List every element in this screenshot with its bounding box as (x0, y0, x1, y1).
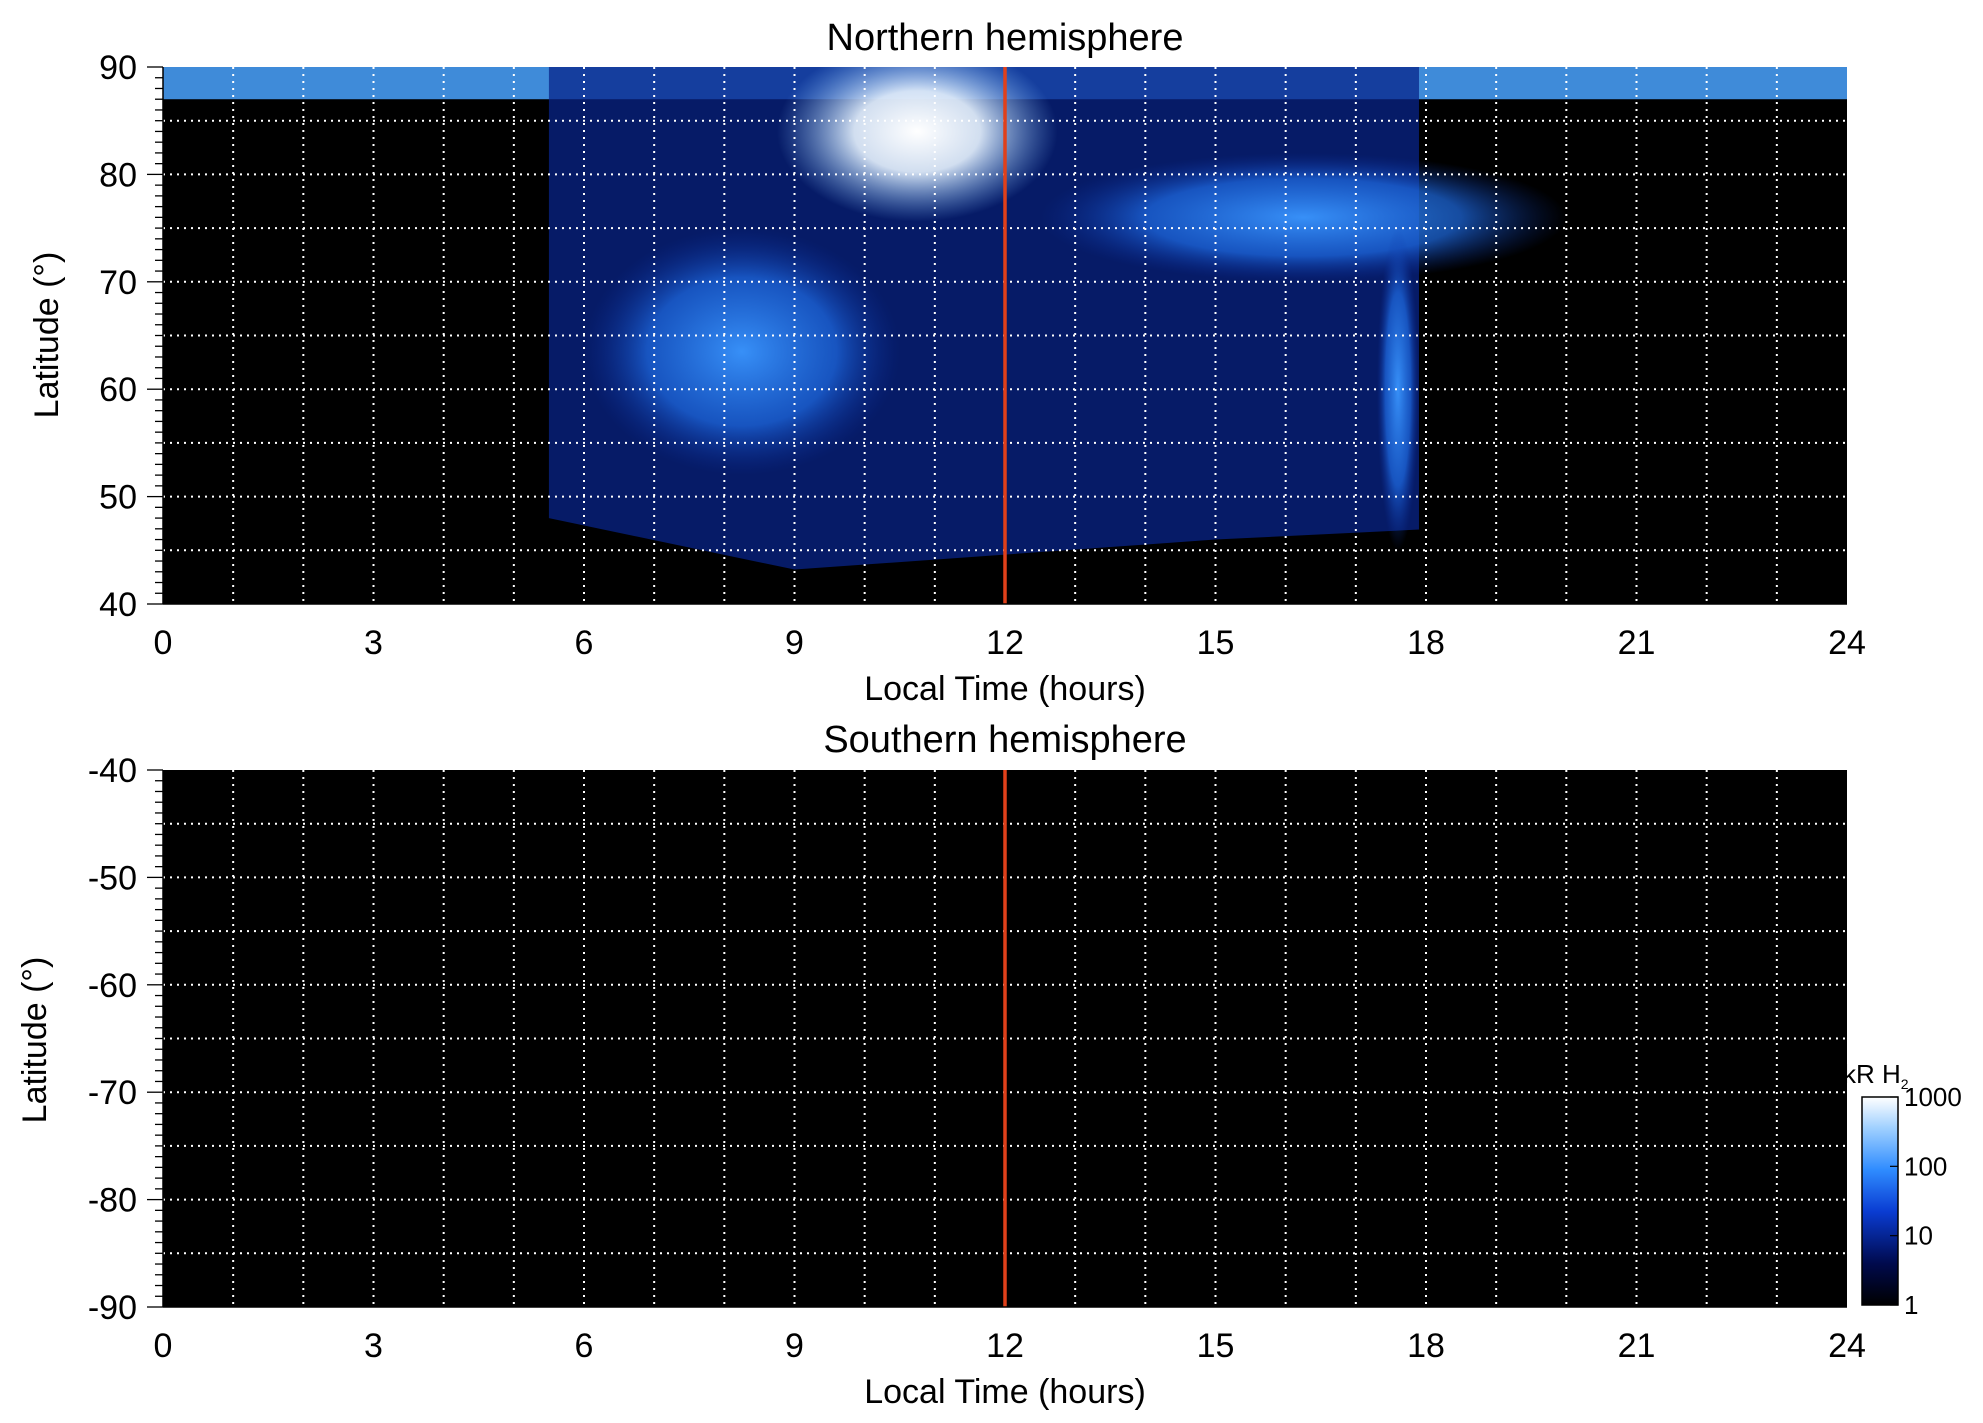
north-xtick-label: 3 (364, 624, 383, 662)
colorbar-label-main: kR H (1843, 1059, 1901, 1089)
south-title: Southern hemisphere (823, 719, 1186, 761)
north-xtick-label: 24 (1828, 624, 1866, 662)
south-ytick-label: -80 (88, 1182, 137, 1220)
emission-afternoon-arc (1040, 152, 1567, 282)
south-xlabel: Local Time (hours) (864, 1373, 1146, 1411)
south-xtick-label: 0 (154, 1327, 173, 1365)
south-xtick-label: 18 (1407, 1327, 1445, 1365)
north-xlabel: Local Time (hours) (864, 670, 1146, 708)
north-emission (163, 67, 1847, 570)
colorbar-tick-label: 10 (1904, 1221, 1933, 1251)
north-xtick-label: 12 (986, 624, 1024, 662)
south-xtick-label: 15 (1197, 1327, 1235, 1365)
south-ytick-label: -60 (88, 967, 137, 1005)
colorbar-ticks: 1 10 100 1000 (1890, 1082, 1962, 1320)
north-ytick-label: 60 (99, 371, 137, 409)
emission-dusk-sector-band (1376, 228, 1419, 551)
south-panel: -40 -50 -60 -70 -80 -90 0 3 6 9 12 15 18 21 24 Souther… (16, 719, 1866, 1411)
colorbar-label-sub: 2 (1901, 1076, 1909, 1092)
south-xtick-label: 24 (1828, 1327, 1866, 1365)
south-xtick-label: 9 (785, 1327, 804, 1365)
emission-bright-noon-sector-aurora (777, 67, 1058, 222)
emission-dawn-sector-arc (584, 228, 900, 476)
colorbar: kR H2 1 10 100 1000 (1843, 1059, 1962, 1320)
north-ytick-label: 70 (99, 264, 137, 302)
colorbar-label: kR H2 (1843, 1059, 1909, 1092)
south-xtick-label: 3 (364, 1327, 383, 1365)
north-ytick-label: 90 (99, 49, 137, 87)
north-xtick-label: 0 (154, 624, 173, 662)
north-axes: 40 50 60 70 80 90 0 3 6 9 12 15 18 21 24 (99, 49, 1866, 662)
north-title: Northern hemisphere (827, 17, 1184, 59)
colorbar-gradient (1861, 1096, 1899, 1306)
north-xtick-label: 9 (785, 624, 804, 662)
north-xtick-label: 15 (1197, 624, 1235, 662)
south-ytick-label: -70 (88, 1074, 137, 1112)
north-ytick-label: 40 (99, 586, 137, 624)
south-ytick-label: -50 (88, 859, 137, 897)
north-xtick-label: 18 (1407, 624, 1445, 662)
south-xtick-label: 12 (986, 1327, 1024, 1365)
south-ylabel: Latitude (°) (16, 957, 54, 1124)
colorbar-tick-label: 100 (1904, 1151, 1947, 1181)
north-xtick-label: 6 (575, 624, 594, 662)
north-ytick-label: 80 (99, 156, 137, 194)
south-ytick-label: -90 (88, 1289, 137, 1327)
north-panel: 40 50 60 70 80 90 0 3 6 9 12 15 18 21 24 Northern hemi… (28, 17, 1866, 708)
north-ytick-label: 50 (99, 479, 137, 517)
colorbar-tick-label: 1 (1904, 1290, 1918, 1320)
south-ytick-label: -40 (88, 752, 137, 790)
north-ylabel: Latitude (°) (28, 252, 66, 419)
south-axes: -40 -50 -60 -70 -80 -90 0 3 6 9 12 15 18 21 24 (88, 752, 1866, 1365)
south-xtick-label: 6 (575, 1327, 594, 1365)
colorbar-tick-label: 1000 (1904, 1082, 1962, 1112)
north-xtick-label: 21 (1618, 624, 1656, 662)
south-xtick-label: 21 (1618, 1327, 1656, 1365)
